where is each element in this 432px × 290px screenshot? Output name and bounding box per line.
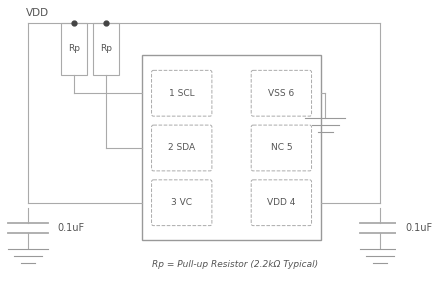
Bar: [143, 55, 321, 240]
FancyBboxPatch shape: [251, 125, 311, 171]
FancyBboxPatch shape: [251, 180, 311, 226]
FancyBboxPatch shape: [152, 125, 212, 171]
Text: 0.1uF: 0.1uF: [57, 223, 85, 233]
Text: NC 5: NC 5: [270, 144, 292, 153]
Text: 3 VC: 3 VC: [171, 198, 192, 207]
Bar: [61, 23, 87, 75]
Text: 0.1uF: 0.1uF: [406, 223, 432, 233]
Text: Rp = Pull-up Resistor (2.2kΩ Typical): Rp = Pull-up Resistor (2.2kΩ Typical): [152, 260, 318, 269]
Text: Rp: Rp: [68, 44, 80, 53]
Bar: [93, 23, 119, 75]
Text: 1 SCL: 1 SCL: [169, 89, 194, 98]
Text: VSS 6: VSS 6: [268, 89, 295, 98]
Text: VDD 4: VDD 4: [267, 198, 295, 207]
Text: Rp: Rp: [100, 44, 112, 53]
FancyBboxPatch shape: [152, 180, 212, 226]
Text: 2 SDA: 2 SDA: [168, 144, 195, 153]
FancyBboxPatch shape: [152, 70, 212, 116]
Text: VDD: VDD: [26, 8, 49, 18]
FancyBboxPatch shape: [251, 70, 311, 116]
